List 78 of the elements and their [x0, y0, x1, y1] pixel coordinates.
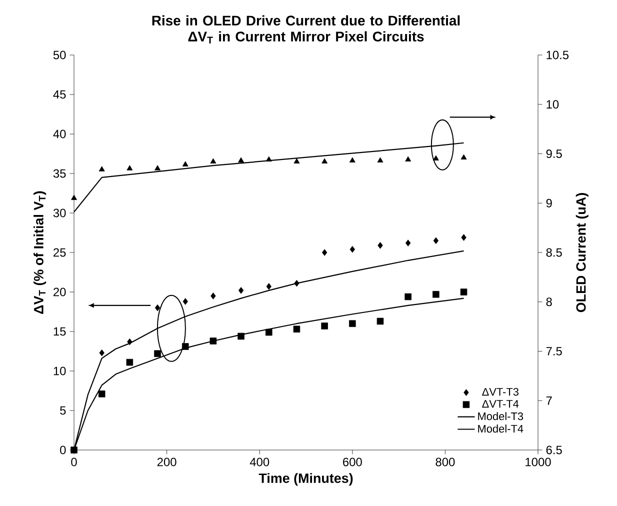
point: [322, 158, 328, 164]
point: [238, 157, 244, 162]
point: [238, 332, 244, 340]
point: [321, 322, 328, 330]
point: [294, 158, 300, 164]
y2-tick-label: 10.5: [546, 50, 569, 60]
point: [238, 287, 244, 294]
point: [405, 240, 411, 246]
y2-tick-label: 8.5: [546, 248, 562, 257]
y2-tick-label: 10: [546, 100, 559, 109]
y-axis-title: ΔV$_{T}$ (% of Initial V$_{T}$): [34, 191, 46, 314]
point: [98, 166, 105, 172]
point: [127, 338, 132, 346]
y2-tick-label: 8: [546, 298, 552, 306]
point: [154, 165, 160, 170]
point: [70, 446, 78, 454]
y-tick-label: 45: [53, 90, 66, 99]
point: [349, 320, 356, 327]
point: [210, 158, 216, 164]
point: [293, 326, 300, 333]
point: [433, 237, 439, 244]
point: [461, 234, 466, 241]
y-tick-label: 35: [53, 169, 66, 178]
legend-label: ΔVT-T4: [482, 400, 519, 408]
legend-label: ΔVT-T3: [482, 388, 518, 396]
point: [294, 280, 300, 287]
point: [349, 157, 356, 162]
point: [404, 293, 412, 300]
y-tick-label: 25: [54, 248, 66, 257]
point: [266, 283, 272, 290]
point: [98, 390, 106, 398]
point: [182, 298, 188, 305]
y2-tick-label: 6.5: [546, 446, 562, 454]
x-tick-label: 1000: [526, 458, 551, 466]
point: [126, 165, 133, 170]
point: [432, 290, 440, 298]
y-tick-label: 40: [53, 130, 66, 138]
point: [460, 154, 467, 160]
point: [350, 246, 355, 253]
y2-tick-label: 7: [546, 396, 552, 405]
point: [405, 156, 412, 162]
point: [378, 242, 383, 249]
y-tick-label: 0: [60, 446, 66, 454]
point: [266, 156, 272, 162]
point: [432, 155, 439, 160]
y2-axis-title: OLED Current (uA): [576, 193, 588, 312]
y2-tick-label: 9: [546, 198, 552, 208]
point: [210, 292, 216, 300]
point: [126, 358, 134, 366]
point: [265, 328, 272, 336]
x-tick-label: 600: [343, 458, 362, 466]
point: [376, 318, 384, 325]
x-tick-label: 400: [250, 458, 270, 466]
point: [182, 343, 189, 350]
x-tick-label: 200: [157, 458, 176, 466]
point: [71, 194, 77, 200]
point: [460, 288, 468, 296]
legend-label: Model-T4: [478, 424, 524, 433]
legend-label: Model-T3: [478, 412, 524, 420]
x-axis-title: Time (Minutes): [258, 473, 353, 486]
y-tick-label: 10: [54, 366, 66, 376]
y-tick-label: 50: [53, 50, 66, 60]
y-tick-label: 15: [54, 327, 66, 336]
point: [154, 350, 161, 358]
point: [99, 349, 104, 356]
point: [377, 157, 384, 162]
y-tick-label: 5: [60, 406, 66, 415]
y-tick-label: 20: [54, 288, 66, 296]
x-tick-label: 0: [71, 458, 77, 466]
x-tick-label: 800: [436, 458, 455, 466]
y2-tick-label: 7.5: [546, 347, 562, 356]
point: [210, 338, 217, 344]
y-tick-label: 30: [53, 208, 66, 218]
y2-tick-label: 9.5: [546, 150, 562, 158]
point: [154, 304, 160, 312]
point: [182, 161, 188, 166]
point: [322, 249, 328, 256]
chart-title: Rise in OLED Drive Current due to Differential ΔV$_{T}$ in Current Mirror Pixel Circuits: [152, 15, 460, 44]
